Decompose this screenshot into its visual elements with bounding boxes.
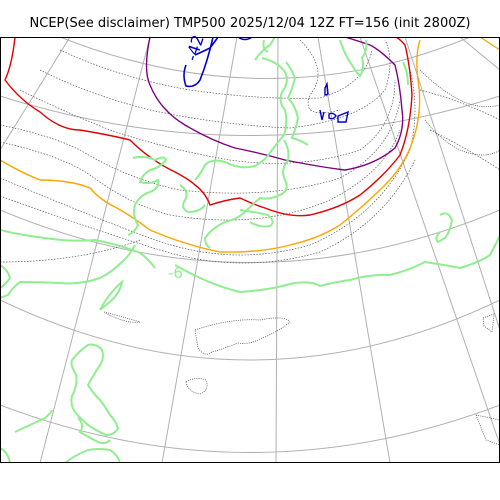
coastline: [14, 409, 53, 433]
latitude-line: [59, 37, 471, 79]
meridian-lines: [0, 37, 500, 463]
minor-contours: [0, 39, 500, 264]
minor-contour: [39, 39, 391, 129]
contour-line-blue: [183, 37, 219, 88]
coastline: [339, 39, 368, 78]
coastline: [0, 447, 11, 463]
dotted-coast: [475, 414, 500, 446]
meridian-line: [0, 37, 71, 151]
minor-contour: [0, 69, 416, 256]
meridian-line: [161, 37, 238, 463]
coastline: [402, 61, 409, 86]
coastline: [203, 139, 290, 249]
latitude-line: [0, 209, 500, 263]
meridian-line: [39, 37, 151, 463]
meridian-line: [404, 37, 500, 331]
minor-contour: [419, 89, 500, 121]
latitude-line: [0, 95, 500, 136]
contour-line-red: [4, 37, 413, 217]
coastline: [194, 37, 288, 181]
coastline: [64, 448, 121, 463]
latitude-line: [0, 404, 500, 453]
contour-line-blue: [328, 110, 349, 123]
meridian-line: [275, 37, 279, 463]
minor-contour: [0, 239, 141, 263]
meridian-line: [459, 37, 500, 71]
minor-contour: [19, 79, 396, 164]
minor-contour: [59, 49, 373, 99]
coastline: [262, 39, 269, 53]
contour-line-purple: [145, 37, 404, 171]
contour-line-blue: [324, 81, 329, 96]
coastline: [179, 184, 206, 214]
coastline: [435, 212, 454, 244]
map-frame: [0, 37, 500, 463]
meridian-line: [359, 37, 500, 446]
coastline: [70, 343, 120, 437]
dotted-coast: [419, 69, 500, 108]
dotted-coast: [185, 378, 208, 395]
dotted-coast: [424, 119, 500, 156]
latitude-line: [0, 299, 500, 361]
dotted-coast: [482, 313, 495, 333]
minor-contour: [0, 129, 401, 221]
dotted-coast: [194, 317, 291, 355]
minor-contour: [0, 99, 401, 194]
contour-line-orange: [479, 37, 500, 51]
coastline: [239, 209, 274, 228]
coastline: [0, 229, 156, 269]
coastline: [0, 264, 12, 289]
coastlines: [0, 37, 500, 463]
coastline: [77, 417, 111, 445]
coastline: [99, 279, 124, 311]
minor-contour: [429, 129, 500, 171]
contour-line-orange: [0, 39, 421, 253]
contour-label: -6: [168, 264, 183, 282]
coastline: [0, 244, 136, 299]
dotted-coastline: [103, 69, 500, 446]
dotted-coast: [103, 311, 141, 323]
map-title: NCEP(See disclaimer) TMP500 2025/12/04 1…: [29, 16, 471, 31]
meridian-line: [317, 37, 391, 463]
contour-line-blue: [319, 109, 325, 121]
minor-contour: [0, 159, 416, 264]
coastline: [174, 234, 500, 294]
latitude-lines: [0, 37, 500, 453]
coastline: [127, 155, 168, 236]
coastline: [285, 61, 309, 146]
